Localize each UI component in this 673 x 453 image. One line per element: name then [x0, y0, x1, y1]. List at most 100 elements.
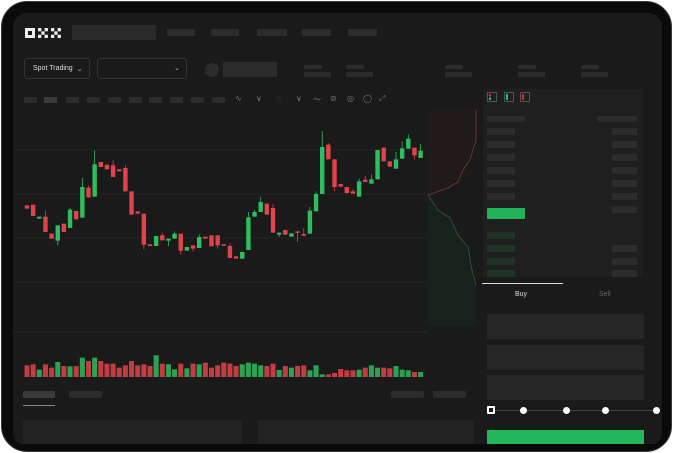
candle	[246, 212, 251, 250]
interval-button[interactable]	[212, 97, 225, 103]
orderbook-size	[612, 245, 637, 252]
interval-button[interactable]	[66, 97, 79, 103]
orderbook-bids-icon[interactable]	[504, 92, 514, 102]
slider-step[interactable]	[653, 407, 660, 414]
settings-icon[interactable]: ◯	[363, 94, 372, 103]
slider-step[interactable]	[602, 407, 609, 414]
candle	[393, 152, 399, 169]
volume-bar	[86, 361, 91, 377]
nav-item[interactable]	[167, 29, 195, 36]
stat-label	[346, 65, 364, 69]
candle-body	[203, 236, 208, 239]
slider-step[interactable]	[563, 407, 570, 414]
interval-button[interactable]	[149, 97, 162, 103]
orderbook-both-icon[interactable]	[487, 92, 497, 102]
orders-card	[23, 420, 242, 444]
candle	[129, 191, 134, 215]
volume-bar	[61, 366, 67, 377]
candle-body	[80, 187, 85, 218]
orderbook-price[interactable]	[487, 167, 515, 174]
amount-slider[interactable]	[491, 410, 656, 411]
candle-body	[264, 203, 270, 215]
orderbook-price[interactable]	[487, 258, 515, 265]
indicator-icon[interactable]: ∨	[256, 94, 262, 103]
trading-screen: Spot Trading ⌄ ⌄ ∿ ∨ ◌ ∨ 〜 ⊘ ◎ ◯ ⤢	[13, 13, 662, 444]
nav-item[interactable]	[302, 29, 331, 36]
tab-sell[interactable]: Sell	[599, 291, 611, 298]
tab-buy[interactable]: Buy	[515, 291, 528, 298]
candle	[412, 147, 417, 160]
volume-bar	[147, 366, 153, 377]
candle	[209, 235, 214, 247]
volume-bar	[368, 365, 374, 377]
orderbook-price[interactable]	[487, 193, 515, 200]
candle	[166, 238, 171, 246]
trend-line-icon[interactable]: 〜	[313, 95, 321, 104]
orderbook-price[interactable]	[487, 128, 515, 135]
candle	[350, 189, 356, 194]
volume-bar	[264, 366, 270, 377]
candle	[344, 187, 349, 193]
indicator-icon[interactable]: ∿	[235, 94, 242, 103]
tab-order-history[interactable]	[69, 391, 102, 398]
orderbook-size	[612, 141, 637, 148]
orderbook-price[interactable]	[487, 245, 515, 252]
market-select[interactable]: Spot Trading ⌄	[24, 58, 90, 79]
candle	[307, 207, 313, 234]
fullscreen-icon[interactable]: ⤢	[379, 94, 386, 103]
slider-handle[interactable]	[487, 406, 495, 414]
orderbook-price[interactable]	[487, 141, 515, 148]
interval-button[interactable]	[24, 97, 37, 103]
volume-bar	[116, 367, 122, 377]
candle-body	[295, 231, 300, 233]
candle	[252, 210, 257, 217]
orderbook-price[interactable]	[487, 270, 515, 277]
orderbook-price[interactable]	[487, 154, 515, 161]
nav-item[interactable]	[211, 29, 239, 36]
volume-bar	[276, 370, 282, 377]
candlestick-chart[interactable]	[13, 110, 428, 380]
candle-body	[221, 244, 226, 246]
nav-item[interactable]	[257, 29, 287, 36]
volume-bar	[190, 363, 196, 377]
interval-button[interactable]	[44, 97, 57, 103]
drawing-icon[interactable]: ⊘	[330, 94, 337, 103]
indicator-icon[interactable]: ◌	[276, 94, 281, 103]
candle	[369, 174, 374, 184]
slider-step[interactable]	[520, 407, 527, 414]
pair-select[interactable]: ⌄	[97, 58, 187, 79]
filter-button[interactable]	[433, 391, 466, 398]
interval-button[interactable]	[170, 97, 183, 103]
total-input[interactable]	[487, 375, 644, 400]
amount-input[interactable]	[487, 345, 644, 370]
candle-body	[227, 246, 233, 258]
candle-body	[381, 147, 386, 162]
candle	[104, 164, 110, 170]
volume-bar	[153, 355, 159, 377]
orderbook-price[interactable]	[487, 232, 515, 239]
orderbook-asks-icon[interactable]	[520, 92, 530, 102]
interval-button[interactable]	[191, 97, 204, 103]
volume-bar	[92, 357, 98, 377]
nav-item[interactable]	[348, 29, 377, 36]
buy-submit-button[interactable]	[487, 430, 644, 444]
interval-button[interactable]	[108, 97, 121, 103]
search-bar[interactable]	[72, 25, 156, 40]
candle-body	[276, 232, 282, 235]
candle-body	[24, 205, 30, 209]
orderbook-price[interactable]	[487, 180, 515, 187]
indicator-icon[interactable]: ∨	[296, 94, 302, 103]
stat-label	[445, 65, 463, 69]
interval-button[interactable]	[129, 97, 142, 103]
candle	[399, 141, 405, 159]
volume-bar	[165, 364, 171, 377]
settings-icon[interactable]: ◎	[347, 94, 354, 103]
filter-button[interactable]	[391, 391, 424, 398]
price-input[interactable]	[487, 314, 644, 339]
interval-button[interactable]	[87, 97, 100, 103]
candle-body	[74, 211, 79, 220]
tab-open-orders[interactable]	[23, 391, 55, 398]
volume-bar	[258, 365, 264, 377]
candle	[338, 184, 343, 187]
